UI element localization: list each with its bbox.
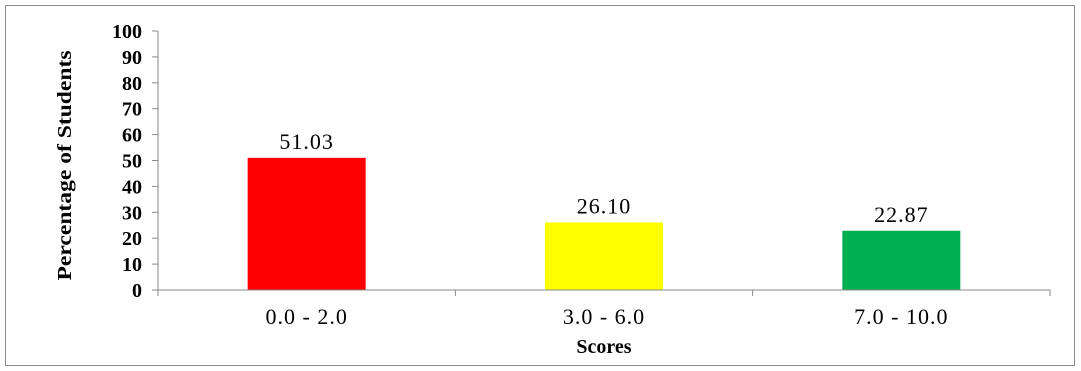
x-tick-label: 0.0 - 2.0 xyxy=(266,304,348,329)
chart-frame xyxy=(5,5,1075,366)
y-tick-label: 80 xyxy=(122,73,142,95)
y-axis-title: Percentage of Students xyxy=(54,50,76,280)
y-tick-label: 20 xyxy=(122,228,142,250)
bars xyxy=(247,157,961,290)
y-axis-ticks: 0 10 20 30 40 50 60 70 80 90 100 xyxy=(112,21,158,302)
bar xyxy=(247,157,366,290)
y-tick-label: 70 xyxy=(122,99,142,121)
data-label: 22.87 xyxy=(874,202,929,227)
y-tick-label: 40 xyxy=(122,176,142,198)
data-label: 51.03 xyxy=(279,129,334,154)
x-tick-label: 3.0 - 6.0 xyxy=(563,304,645,329)
data-label: 26.10 xyxy=(577,193,632,218)
y-tick-label: 50 xyxy=(122,151,142,173)
x-axis-title: Scores xyxy=(576,336,631,358)
y-tick-label: 10 xyxy=(122,254,142,276)
y-tick-label: 30 xyxy=(122,202,142,224)
y-tick-label: 0 xyxy=(132,280,142,302)
x-tick-label: 7.0 - 10.0 xyxy=(854,304,948,329)
x-axis-ticks: 0.0 - 2.0 3.0 - 6.0 7.0 - 10.0 xyxy=(157,290,1051,329)
bar xyxy=(842,230,961,290)
bar xyxy=(545,222,663,290)
y-tick-label: 60 xyxy=(122,125,142,147)
y-tick-label: 100 xyxy=(112,21,142,43)
y-tick-label: 90 xyxy=(122,47,142,69)
data-labels: 51.03 26.10 22.87 xyxy=(279,129,929,227)
